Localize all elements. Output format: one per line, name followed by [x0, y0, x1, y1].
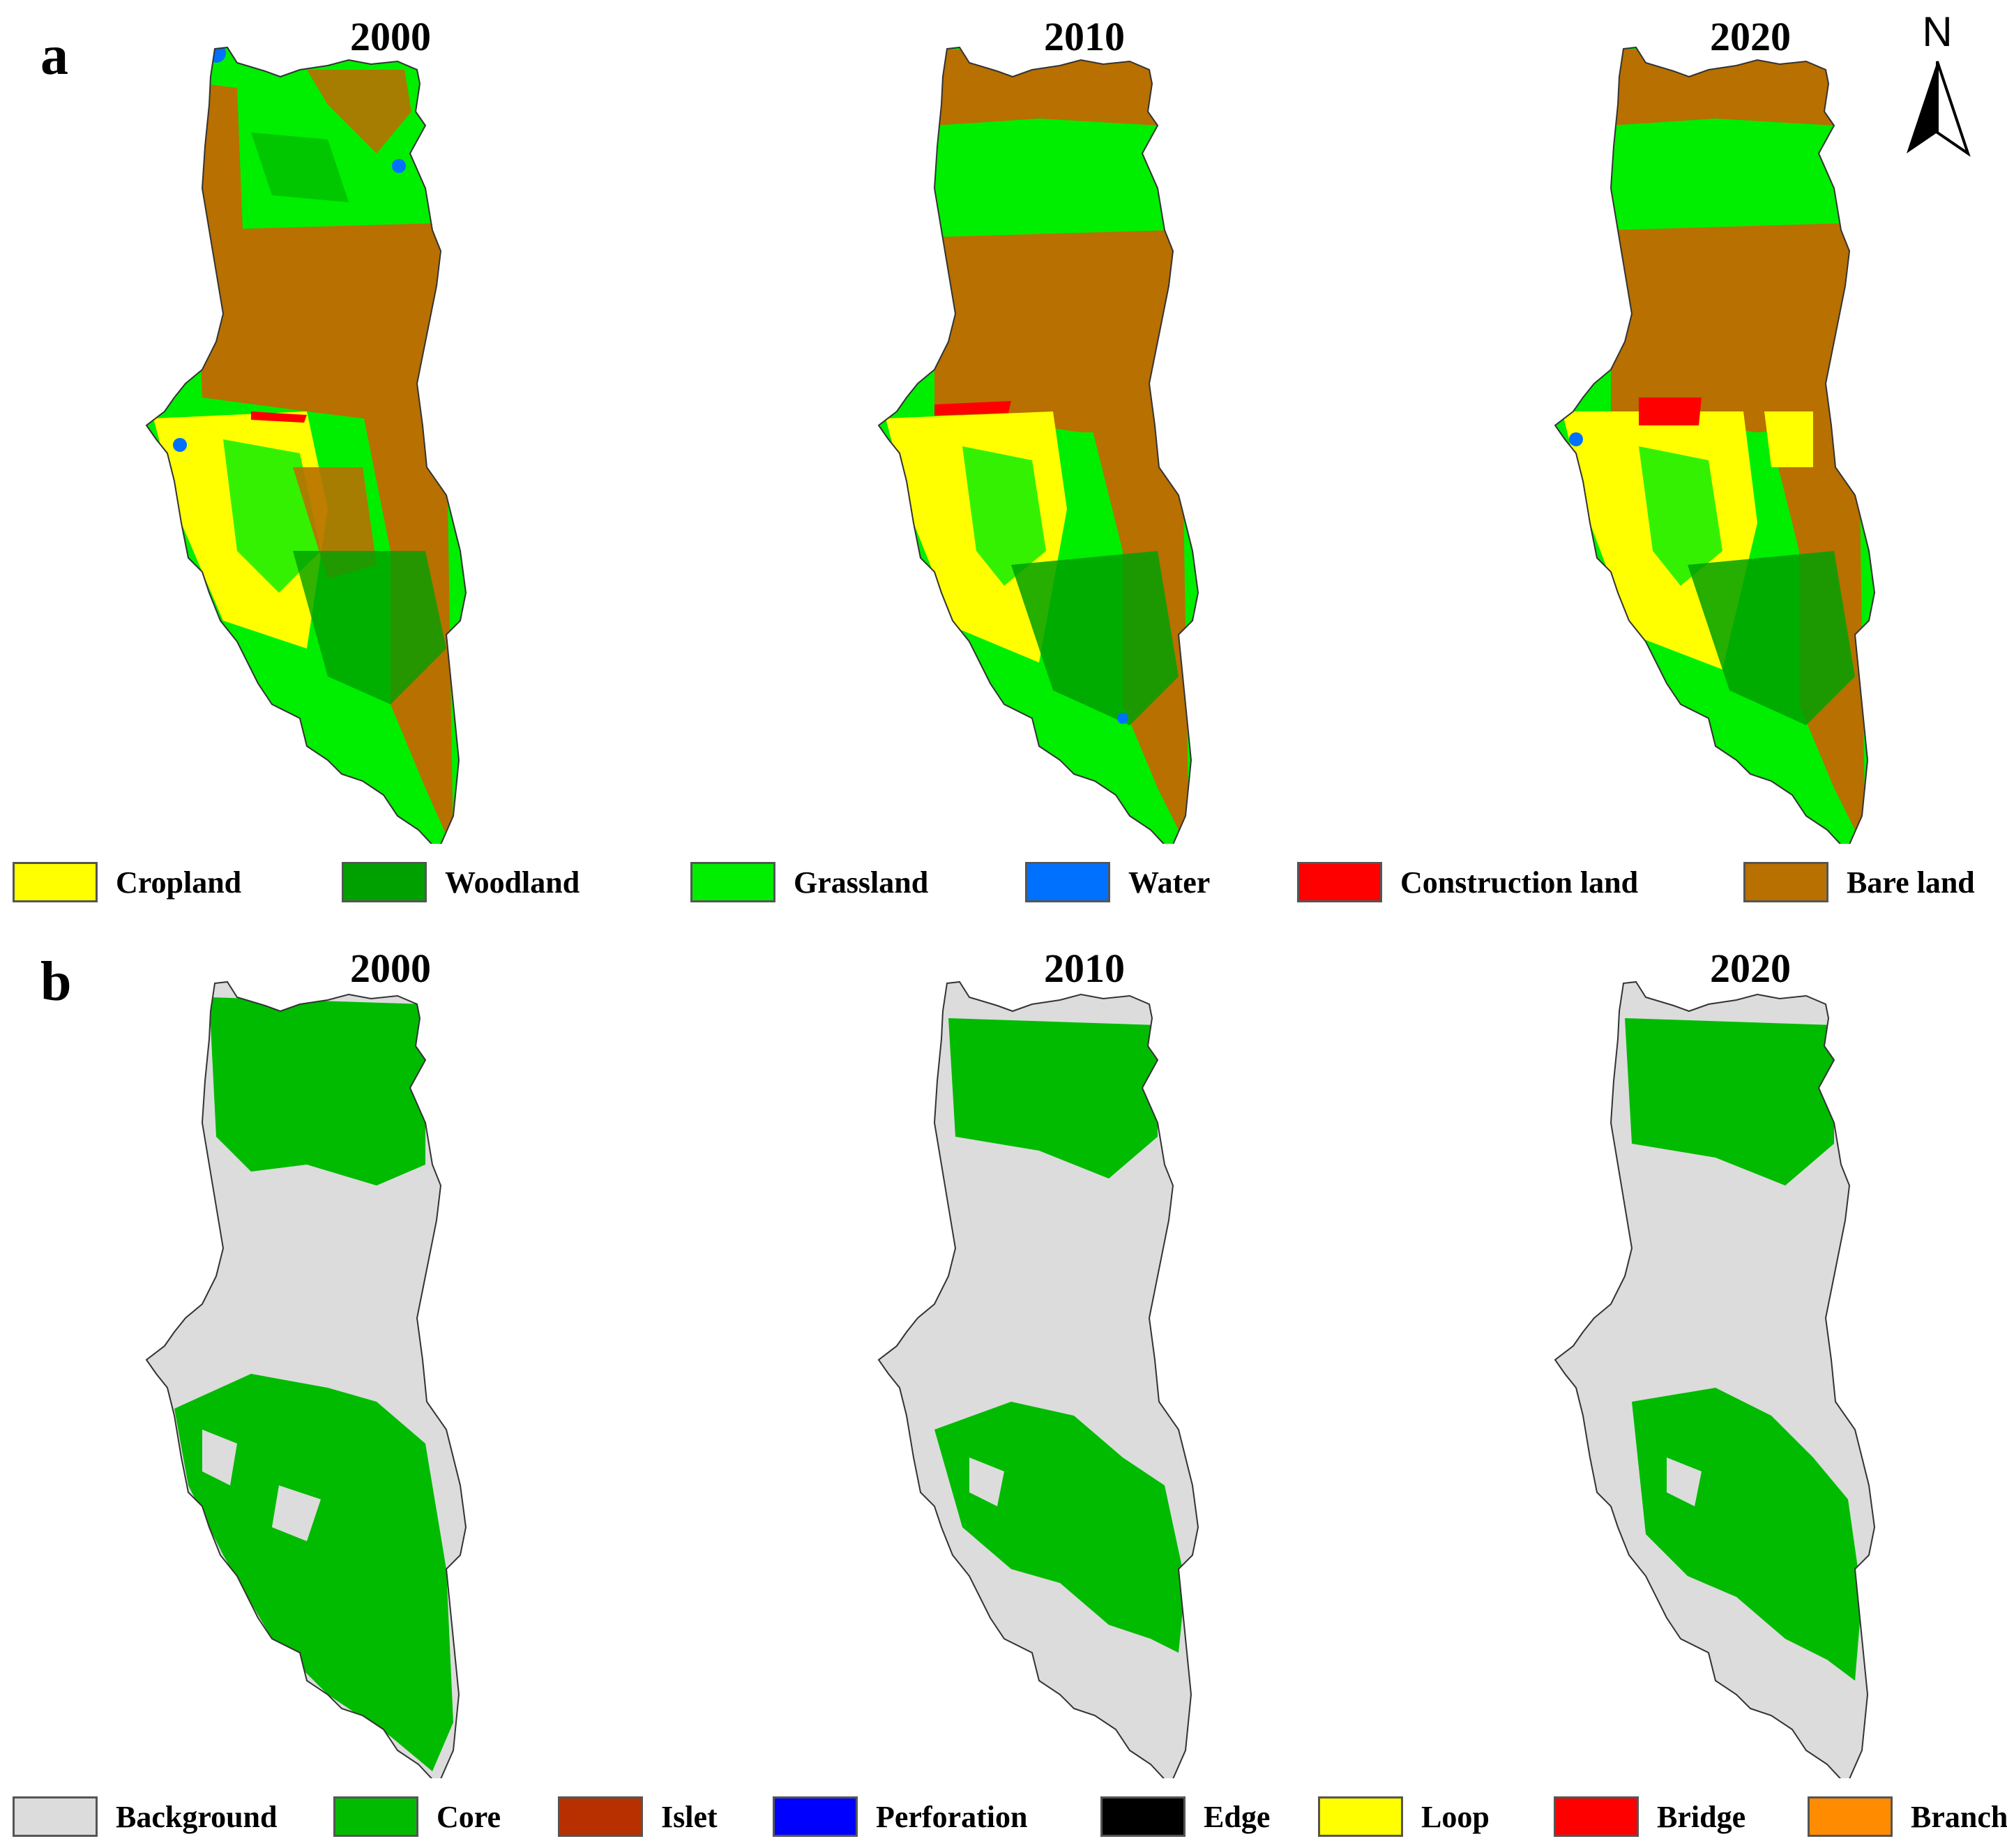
legend-mspa-swatch — [1554, 1796, 1639, 1837]
legend-mspa-swatch — [773, 1796, 858, 1837]
legend-mspa-item-core: Core — [333, 1792, 501, 1841]
legend-landuse-swatch — [1025, 862, 1110, 902]
legend-landuse-label: Water — [1128, 865, 1211, 900]
north-label: N — [1922, 8, 1952, 55]
legend-mspa-label: Branch — [1911, 1799, 2007, 1834]
legend-mspa-label: Bridge — [1657, 1799, 1746, 1834]
legend-mspa-label: Perforation — [876, 1799, 1028, 1834]
landuse-map-2020 — [1554, 47, 1875, 844]
legend-mspa-item-bridge: Bridge — [1554, 1792, 1745, 1841]
legend-mspa: Background Core Islet Perforation Edge Loop Br… — [0, 1792, 2007, 1848]
legend-mspa-label: Islet — [661, 1799, 718, 1834]
legend-landuse-item-water: Water — [1025, 858, 1210, 907]
legend-mspa-swatch — [1100, 1796, 1186, 1837]
legend-landuse-item-cropland: Cropland — [13, 858, 241, 907]
landuse-map-2010 — [878, 47, 1199, 844]
panel-b-year-2000: 2000 — [350, 946, 431, 991]
north-arrow-icon: N — [1907, 8, 1971, 157]
legend-landuse-swatch — [1297, 862, 1382, 902]
panel-a-year-2010: 2010 — [1044, 14, 1125, 59]
legend-landuse-label: Woodland — [445, 865, 580, 900]
legend-mspa-item-edge: Edge — [1100, 1792, 1270, 1841]
panel-a-year-2020: 2020 — [1710, 14, 1791, 59]
legend-mspa-label: Edge — [1204, 1799, 1271, 1834]
mspa-map-2010 — [878, 981, 1199, 1778]
legend-mspa-swatch — [13, 1796, 98, 1837]
legend-mspa-swatch — [333, 1796, 418, 1837]
legend-mspa-item-background: Background — [13, 1792, 278, 1841]
legend-landuse-item-grassland: Grassland — [690, 858, 928, 907]
mspa-map-2020 — [1554, 981, 1875, 1778]
legend-mspa-label: Core — [437, 1799, 501, 1834]
legend-landuse-item-woodland: Woodland — [342, 858, 580, 907]
legend-landuse-label: Cropland — [116, 865, 242, 900]
legend-mspa-swatch — [1318, 1796, 1403, 1837]
legend-landuse-swatch — [1743, 862, 1828, 902]
legend-mspa-item-perforation: Perforation — [773, 1792, 1027, 1841]
legend-mspa-label: Loop — [1421, 1799, 1490, 1834]
panel-a-year-2000: 2000 — [350, 14, 431, 59]
legend-landuse: Cropland Woodland Grassland Water Constructi… — [0, 858, 2007, 914]
legend-landuse-item-construction-land: Construction land — [1297, 858, 1638, 907]
legend-landuse-label: Bare land — [1847, 865, 1975, 900]
legend-mspa-swatch — [558, 1796, 643, 1837]
legend-mspa-item-branch: Branch — [1808, 1792, 2007, 1841]
panel-b-letter: b — [40, 951, 72, 1013]
legend-landuse-swatch — [342, 862, 427, 902]
legend-mspa-label: Background — [116, 1799, 278, 1834]
panel-b-year-2010: 2010 — [1044, 946, 1125, 991]
legend-landuse-swatch — [690, 862, 775, 902]
panel-b-year-2020: 2020 — [1710, 946, 1791, 991]
landuse-map-2000 — [146, 47, 467, 844]
legend-landuse-label: Construction land — [1400, 865, 1639, 900]
legend-landuse-item-bare-land: Bare land — [1743, 858, 1975, 907]
legend-landuse-label: Grassland — [794, 865, 929, 900]
panel-a-letter: a — [40, 25, 68, 86]
mspa-map-2000 — [146, 981, 467, 1778]
legend-mspa-item-loop: Loop — [1318, 1792, 1490, 1841]
legend-mspa-swatch — [1808, 1796, 1893, 1837]
legend-mspa-item-islet: Islet — [558, 1792, 718, 1841]
legend-landuse-swatch — [13, 862, 98, 902]
